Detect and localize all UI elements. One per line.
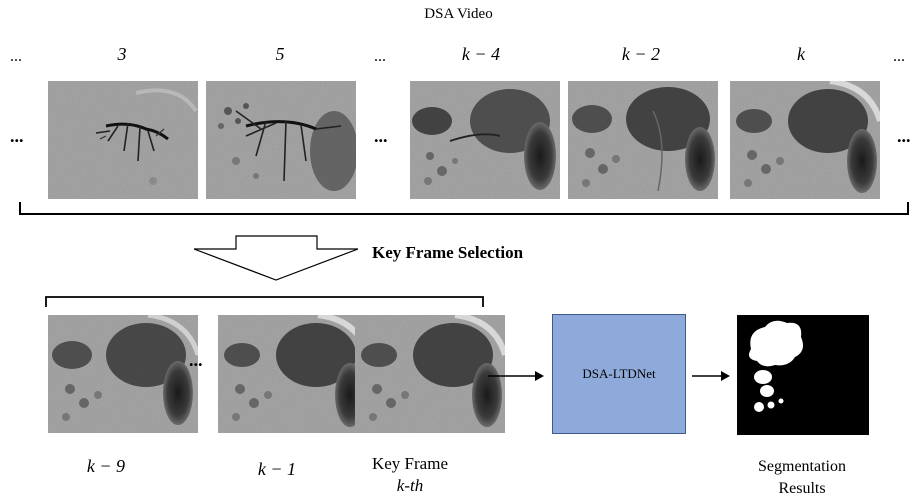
dsa-frame-key-frame	[355, 315, 505, 433]
top-mid-ellipsis-label: ...	[374, 48, 386, 65]
key-frame-selection-label: Key Frame Selection	[372, 243, 524, 262]
arrow-to-network-head	[535, 371, 544, 381]
dsa-frame-k-minus-1	[218, 315, 368, 433]
segmentation-mask	[737, 315, 869, 435]
key-frame-caption: Key Frame k-th	[350, 453, 470, 497]
frame-label-5: 5	[275, 44, 285, 64]
segmentation-caption-line1: Segmentation	[758, 458, 846, 475]
row-left-ellipsis: ...	[10, 126, 24, 146]
dsa-frame-3	[48, 81, 198, 199]
frame-label-k-minus-1: k − 1	[257, 459, 297, 479]
frame-label-k-minus-9: k − 9	[86, 456, 126, 476]
frame-label-k: k	[797, 44, 805, 64]
frame-label-k-minus-4: k − 4	[461, 44, 501, 64]
dsa-ltdnet-box: DSA-LTDNet	[552, 314, 686, 434]
row-mid-ellipsis: ...	[374, 126, 388, 146]
dsa-frame-k	[730, 81, 880, 199]
frame-label-k-minus-2: k − 2	[621, 44, 661, 64]
top-left-ellipsis-label: ...	[10, 48, 22, 65]
segmentation-caption: Segmentation Results	[735, 456, 869, 500]
diagram-title: DSA Video	[424, 6, 493, 22]
segmentation-caption-line2: Results	[778, 480, 826, 497]
key-frame-caption-line2: k-th	[396, 476, 424, 495]
dsa-frame-k-minus-4	[410, 81, 560, 199]
row-right-ellipsis: ...	[897, 126, 911, 146]
dsa-frame-k-minus-9	[48, 315, 198, 433]
dsa-frame-k-minus-2	[568, 81, 718, 199]
dsa-frame-5	[206, 81, 356, 199]
key-frame-caption-line1: Key Frame	[371, 454, 448, 473]
selection-arrow	[193, 235, 359, 281]
top-right-ellipsis-label: ...	[893, 48, 905, 65]
bottom-bracket	[45, 296, 484, 307]
top-bracket	[19, 202, 909, 215]
bottom-ellipsis: ...	[189, 350, 203, 370]
dsa-ltdnet-label: DSA-LTDNet	[582, 366, 656, 381]
frame-label-3: 3	[117, 44, 127, 64]
arrow-to-result-head	[721, 371, 730, 381]
